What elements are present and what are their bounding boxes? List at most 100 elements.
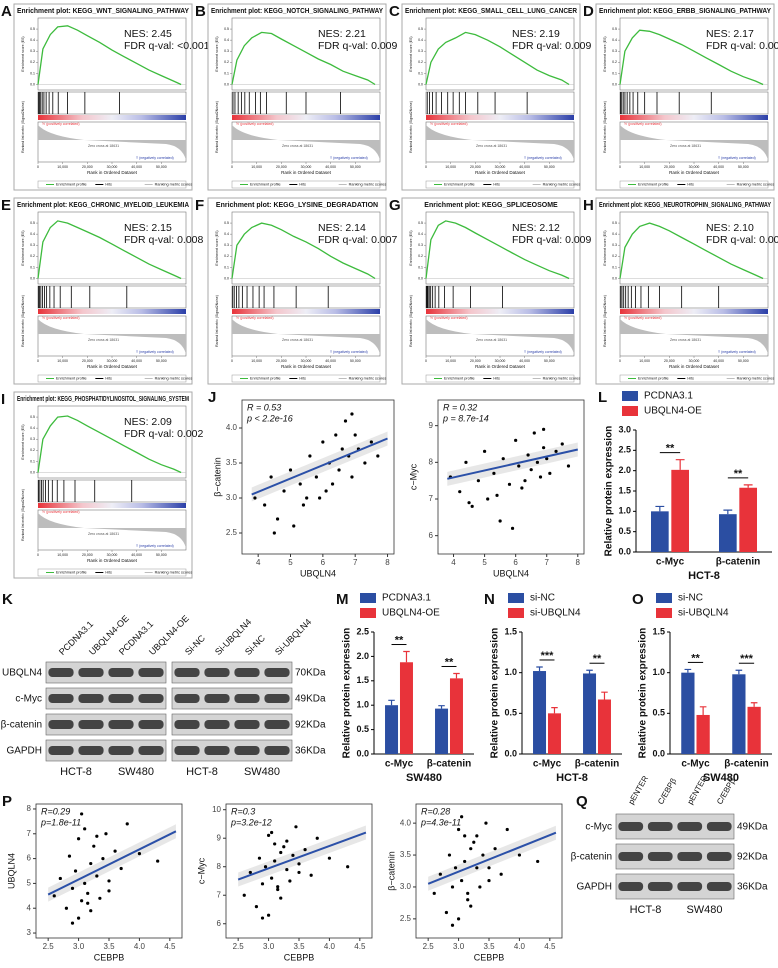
legend-label: PCDNA3.1 xyxy=(382,593,431,604)
group-label: HCT-8 xyxy=(60,766,92,778)
y-tick-label: 0.0 xyxy=(224,276,229,280)
point xyxy=(346,865,350,869)
stat-p: p=1.8e-11 xyxy=(40,817,81,827)
point xyxy=(499,872,503,876)
bar xyxy=(696,714,710,754)
fit-line xyxy=(47,830,177,896)
point xyxy=(482,449,487,453)
x-tick-label: 0 xyxy=(231,359,233,363)
zero-cross-label: Zero cross at 18631 xyxy=(282,144,313,148)
y-tick-label: 0.1 xyxy=(30,265,35,269)
legend-label: Ranking metric scores xyxy=(155,571,193,575)
point xyxy=(330,482,335,486)
legend-label: Enrichment profile xyxy=(444,377,475,381)
x-tick-label: 30,000 xyxy=(107,165,118,169)
point xyxy=(350,475,354,479)
rank-gradient xyxy=(38,503,186,508)
y-tick-label: 0.2 xyxy=(612,254,617,258)
hits-frame xyxy=(37,285,187,309)
stat-r: R=0.28 xyxy=(421,806,450,816)
point xyxy=(542,446,546,450)
y-tick-label: 0.5 xyxy=(418,27,423,31)
point xyxy=(291,853,295,857)
gsea-title: Enrichment plot: KEGG_NEUROTROPHIN_SIGNA… xyxy=(599,202,771,209)
x-tick-label: 30,000 xyxy=(107,359,118,363)
ranking-metric-area xyxy=(426,125,574,160)
point xyxy=(260,882,265,886)
ranking-metric-area xyxy=(38,125,186,160)
point xyxy=(492,471,496,475)
y-tick-label: 3.5 xyxy=(400,850,412,859)
legend-label: si-UBQLN4 xyxy=(678,608,729,619)
error-bar xyxy=(723,509,733,515)
x-tick-label: 20,000 xyxy=(82,359,93,363)
panel-letter: Q xyxy=(576,793,588,810)
category-label: β-catenin xyxy=(427,759,471,770)
point xyxy=(447,853,452,857)
es-frame xyxy=(425,211,575,285)
y-axis-label: Relative protein expression xyxy=(604,426,615,557)
point xyxy=(450,923,455,927)
point xyxy=(282,845,286,849)
zero-cross-label: Zero cross at 18631 xyxy=(88,338,119,342)
error-bar xyxy=(699,706,707,715)
legend-swatch xyxy=(622,391,638,401)
blot-band xyxy=(48,668,74,677)
point xyxy=(269,475,273,479)
error-bar xyxy=(735,669,743,675)
point xyxy=(337,468,341,472)
x-axis-label: CEBPB xyxy=(94,952,125,962)
point xyxy=(272,531,276,535)
blot-band xyxy=(677,852,703,861)
blot-band xyxy=(618,822,644,831)
point xyxy=(450,885,455,889)
point xyxy=(507,482,512,486)
bar xyxy=(435,708,449,754)
y-tick-label: 0.2 xyxy=(224,254,229,258)
zero-cross-label: Zero cross at 18631 xyxy=(670,144,701,148)
y-tick-label: 7 xyxy=(217,890,222,899)
significance-label: ** xyxy=(691,652,700,664)
bar xyxy=(739,487,758,552)
x-axis-label: HCT-8 xyxy=(556,772,588,784)
stat-r: R=0.29 xyxy=(41,806,70,816)
x-tick-label: 20,000 xyxy=(82,553,93,557)
x-tick-label: 3.0 xyxy=(73,942,85,951)
x-tick-label: 40,000 xyxy=(713,359,724,363)
x-tick-label: 2.5 xyxy=(43,942,55,951)
bar xyxy=(399,662,413,754)
x-tick-label: 20,000 xyxy=(276,165,287,169)
gsea-title: Enrichment plot: KEGG_CHRONIC_MYELOID_LE… xyxy=(17,202,189,209)
y-tick-label: 0.4 xyxy=(612,232,617,236)
size-label: 70KDa xyxy=(295,668,326,679)
significance-label: ** xyxy=(445,656,454,668)
es-axis-label: Enrichment score (ES) xyxy=(409,230,413,265)
x-tick-label: 10,000 xyxy=(251,359,262,363)
category-label: β-catenin xyxy=(716,557,760,568)
es-axis-label: Enrichment score (ES) xyxy=(21,424,25,459)
pos-label: 'h' (positively correlated) xyxy=(42,510,80,514)
pos-label: 'h' (positively correlated) xyxy=(236,122,274,126)
point xyxy=(520,486,524,490)
legend-label: UBQLN4-OE xyxy=(382,608,440,619)
row-label: GAPDH xyxy=(6,746,42,757)
x-tick-label: 2.5 xyxy=(423,942,435,951)
y-tick-label: 2.5 xyxy=(618,445,631,455)
point xyxy=(350,412,354,416)
x-tick-label: 0 xyxy=(619,165,621,169)
legend-label: Ranking metric scores xyxy=(349,377,387,381)
point xyxy=(303,848,307,852)
point xyxy=(343,419,348,423)
x-tick-label: 4.5 xyxy=(164,942,176,951)
y-tick-label: 0.1 xyxy=(612,265,617,269)
x-tick-label: 30,000 xyxy=(301,359,312,363)
y-tick-label: 6 xyxy=(217,919,222,928)
ranking-metric-area xyxy=(620,319,768,354)
point xyxy=(438,872,442,876)
legend-label: Enrichment profile xyxy=(56,571,87,575)
rank-axis-label: Ranked list metric (Signal2Noise) xyxy=(603,101,607,153)
significance-label: *** xyxy=(541,650,555,662)
blot-band xyxy=(48,746,74,755)
point xyxy=(98,896,102,900)
blot-band xyxy=(706,822,732,831)
